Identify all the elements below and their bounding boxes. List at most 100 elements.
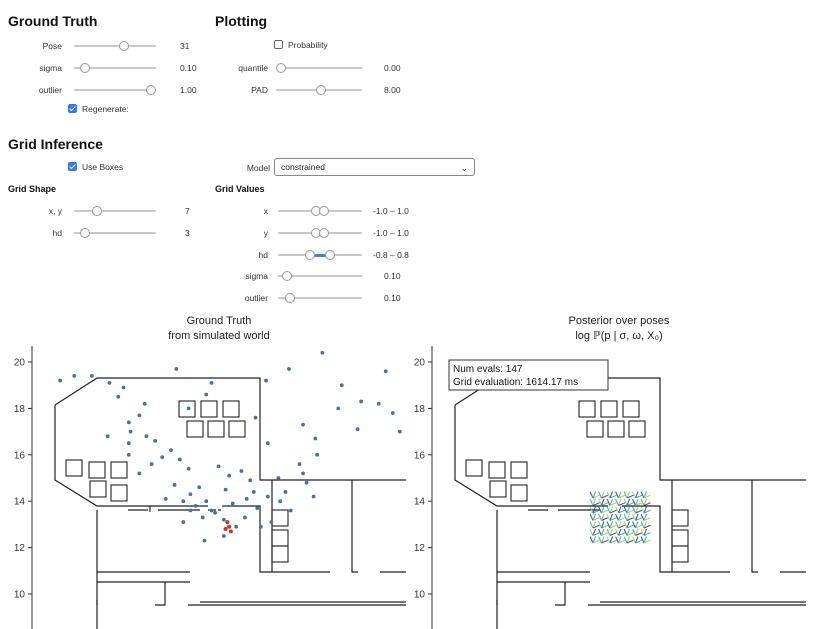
left-plot-subtitle: from simulated world: [168, 330, 269, 342]
plot-quantile-slider-handle[interactable]: [276, 63, 286, 73]
obstacle-box: [272, 546, 288, 562]
grid-shape-xy-slider-handle[interactable]: [92, 206, 102, 216]
use-boxes-checkbox-row[interactable]: Use Boxes: [68, 161, 168, 173]
gt-outlier-label: outlier: [2, 85, 62, 95]
grid-values-outlier-value: 0.10: [384, 293, 401, 303]
obstacle-box: [672, 530, 688, 546]
obstacle-box: [623, 401, 639, 417]
pose-point: [106, 434, 110, 438]
probability-label: Probability: [288, 40, 328, 50]
obstacle-box: [672, 510, 688, 526]
grid-shape-xy-label: x, y: [2, 206, 62, 216]
y-tick-label: 14: [14, 497, 26, 508]
gt-outlier-slider-track[interactable]: [74, 89, 156, 91]
grid-values-y-value: -1.0 – 1.0: [373, 228, 409, 238]
probability-checkbox[interactable]: [274, 40, 283, 49]
grid-shape-xy-slider-track[interactable]: [74, 210, 156, 212]
true-pose-point: [229, 529, 233, 533]
pose-point: [210, 509, 214, 513]
plot-pad-value: 8.00: [384, 85, 401, 95]
pose-point: [58, 379, 62, 383]
obstacle-box: [187, 421, 203, 437]
grid-values-hd-range-handle-low[interactable]: [305, 250, 315, 260]
posterior-arrow: [624, 537, 627, 543]
grid-values-hd-range-handle-high[interactable]: [325, 250, 335, 260]
true-pose-point: [225, 520, 229, 524]
num-evals-text: Num evals: 147: [453, 364, 523, 375]
pose-point: [108, 381, 112, 385]
grid-values-y-range-handle-high[interactable]: [319, 228, 329, 238]
pose-point: [312, 495, 316, 499]
posterior-arrow: [599, 522, 602, 528]
gt-pose-label: Pose: [2, 41, 62, 51]
posterior-arrow: [633, 507, 636, 513]
pose-point: [278, 499, 282, 503]
posterior-arrow: [599, 499, 602, 505]
model-label: Model: [210, 163, 270, 173]
grid-values-sigma-slider-handle[interactable]: [282, 271, 292, 281]
regenerate-label: Regenerate:: [82, 104, 129, 114]
grid-values-x-label: x: [208, 206, 268, 216]
chevron-down-icon: ⌄: [460, 163, 468, 174]
grid-values-x-range-handle-high[interactable]: [319, 206, 329, 216]
obstacle-box: [111, 485, 127, 501]
left-y-ticks: 201816141210: [14, 358, 32, 601]
grid-shape-hd-slider-handle[interactable]: [80, 228, 90, 238]
posterior-arrow: [590, 522, 593, 528]
posterior-arrow: [599, 492, 602, 498]
posterior-arrow: [607, 514, 610, 520]
pose-point: [287, 367, 291, 371]
pose-point: [359, 400, 363, 404]
posterior-arrow: [590, 537, 593, 543]
regenerate-checkbox-row[interactable]: Regenerate:: [68, 103, 268, 115]
obstacle-box: [223, 401, 239, 417]
plots-area: Ground Truth from simulated world Poster…: [0, 310, 835, 629]
posterior-arrow: [607, 507, 610, 513]
posterior-arrow: [624, 529, 627, 535]
obstacle-box: [89, 462, 105, 478]
pose-point: [243, 516, 247, 520]
pose-point: [259, 525, 263, 529]
grid-values-outlier-slider-handle[interactable]: [285, 293, 295, 303]
posterior-arrow: [641, 522, 644, 528]
pose-point: [204, 499, 208, 503]
pose-point: [153, 439, 157, 443]
obstacle-box: [272, 510, 288, 526]
pose-point: [266, 495, 270, 499]
obstacle-box: [579, 401, 595, 417]
pose-point: [234, 525, 238, 529]
obstacle-box: [629, 421, 645, 437]
regenerate-checkbox[interactable]: [68, 104, 77, 113]
obstacle-box: [111, 462, 127, 478]
pose-point: [217, 465, 221, 469]
plot-pad-slider-handle[interactable]: [316, 85, 326, 95]
probability-checkbox-row[interactable]: Probability: [274, 39, 394, 51]
pose-point: [173, 483, 177, 487]
use-boxes-label: Use Boxes: [82, 162, 123, 172]
ground-truth-title: Ground Truth: [8, 13, 97, 29]
pose-point: [305, 481, 309, 485]
pose-point: [240, 469, 244, 473]
pose-point: [160, 455, 164, 459]
pose-point: [252, 490, 256, 494]
y-tick-label: 16: [414, 450, 426, 461]
pose-point: [203, 539, 207, 543]
grid-values-hd-label: hd: [208, 250, 268, 260]
gt-sigma-slider-handle[interactable]: [80, 63, 90, 73]
gt-pose-slider-handle[interactable]: [119, 41, 129, 51]
pose-point: [384, 369, 388, 373]
gt-pose-slider-track[interactable]: [74, 45, 156, 47]
obstacle-box: [490, 481, 506, 497]
use-boxes-checkbox[interactable]: [68, 162, 77, 171]
plot-quantile-slider-track[interactable]: [276, 67, 362, 69]
obstacle-box: [466, 460, 482, 476]
gt-outlier-slider-handle[interactable]: [146, 85, 156, 95]
pose-point: [266, 441, 270, 445]
obstacle-box: [608, 421, 624, 437]
posterior-arrow: [590, 529, 593, 535]
model-select[interactable]: constrained ⌄: [274, 158, 475, 176]
posterior-arrow: [641, 499, 644, 505]
obstacle-box: [201, 401, 217, 417]
grid-values-sigma-value: 0.10: [384, 271, 401, 281]
pose-point: [72, 374, 76, 378]
